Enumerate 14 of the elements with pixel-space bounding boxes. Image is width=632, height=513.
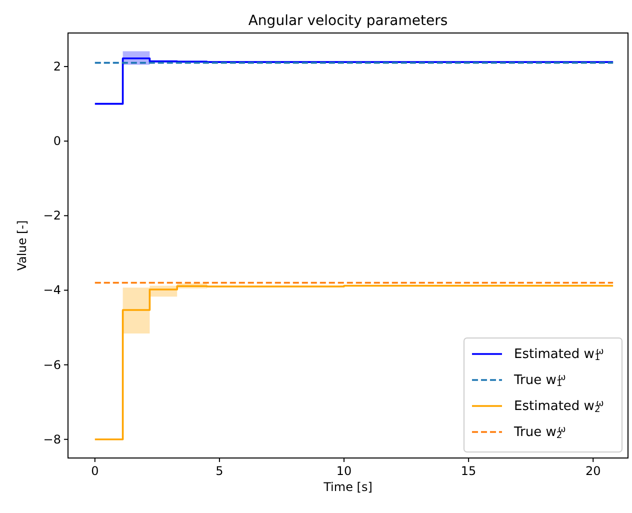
x-tick-label: 10 <box>336 464 352 478</box>
x-tick-label: 15 <box>460 464 476 478</box>
x-tick-label: 0 <box>91 464 99 478</box>
x-axis-title: Time [s] <box>322 480 372 494</box>
y-tick-label: 0 <box>53 134 61 148</box>
y-tick-label: −6 <box>43 358 61 372</box>
y-axis-title: Value [-] <box>15 220 29 271</box>
chart-title: Angular velocity parameters <box>248 13 448 29</box>
y-tick-label: −4 <box>43 283 61 298</box>
y-tick-label: 2 <box>53 60 61 74</box>
y-tick-label: −8 <box>43 432 61 446</box>
x-tick-label: 5 <box>216 464 224 478</box>
y-tick-label: −2 <box>43 208 61 223</box>
x-tick-label: 20 <box>585 464 601 478</box>
